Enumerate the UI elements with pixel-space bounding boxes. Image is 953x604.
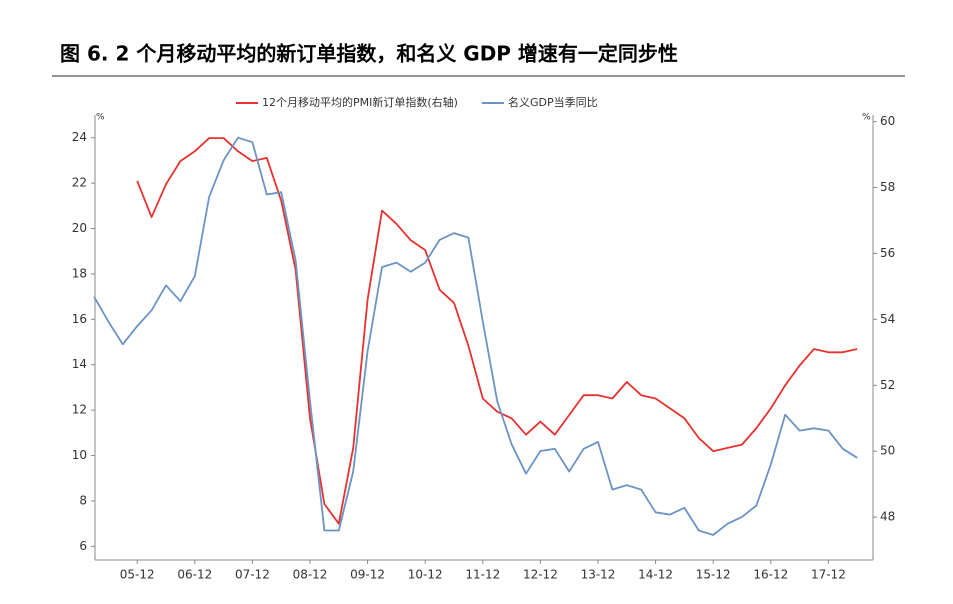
x-tick-label: 13-12 — [581, 568, 616, 582]
y-tick-label: 18 — [72, 266, 87, 280]
x-tick-label: 05-12 — [120, 568, 155, 582]
y-tick-label: 22 — [72, 176, 87, 190]
y2-tick-label: 58 — [880, 180, 895, 194]
y-axis-unit: % — [96, 113, 105, 123]
x-tick-label: 11-12 — [465, 568, 500, 582]
x-tick-label: 09-12 — [350, 568, 385, 582]
x-tick-label: 15-12 — [696, 568, 731, 582]
series-line — [93, 136, 858, 536]
legend-label: 名义GDP当季同比 — [508, 95, 598, 109]
y2-tick-label: 50 — [880, 444, 895, 458]
x-tick-label: 10-12 — [408, 568, 443, 582]
y2-axis-unit: % — [862, 113, 871, 123]
legend-label: 12个月移动平均的PMI新订单指数(右轴) — [262, 95, 458, 109]
chart-title: 图 6. 2 个月移动平均的新订单指数，和名义 GDP 增速有一定同步性 — [60, 42, 678, 66]
y-tick-label: 16 — [72, 312, 87, 326]
y-tick-label: 24 — [72, 130, 87, 144]
y-tick-label: 12 — [72, 403, 87, 417]
x-tick-label: 17-12 — [811, 568, 846, 582]
x-tick-label: 16-12 — [753, 568, 788, 582]
y2-tick-label: 56 — [880, 246, 895, 260]
y2-tick-label: 48 — [880, 510, 895, 524]
x-tick-label: 12-12 — [523, 568, 558, 582]
y-tick-label: 6 — [79, 539, 87, 553]
y-tick-label: 20 — [72, 221, 87, 235]
x-tick-label: 06-12 — [177, 568, 212, 582]
y2-tick-label: 54 — [880, 312, 895, 326]
y2-tick-label: 60 — [880, 114, 895, 128]
x-tick-label: 14-12 — [638, 568, 673, 582]
y-tick-label: 8 — [79, 493, 87, 507]
series-line — [136, 137, 858, 525]
x-tick-label: 07-12 — [235, 568, 270, 582]
x-tick-label: 08-12 — [293, 568, 328, 582]
y-tick-label: 10 — [72, 448, 87, 462]
y-tick-label: 14 — [72, 357, 87, 371]
y2-tick-label: 52 — [880, 378, 895, 392]
